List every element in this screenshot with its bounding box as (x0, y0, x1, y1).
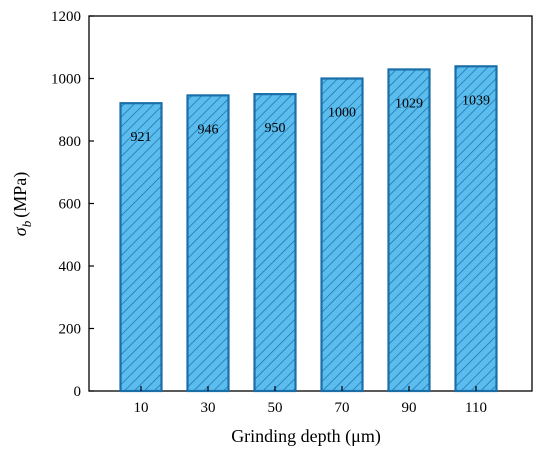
y-tick-label: 1000 (51, 72, 81, 88)
y-tick-label: 0 (74, 384, 82, 400)
y-tick-label: 800 (59, 134, 82, 150)
data-label: 946 (198, 122, 219, 137)
y-axis-symbol: σ (10, 226, 30, 236)
x-tick-label: 10 (134, 400, 149, 416)
x-tick-label: 90 (402, 400, 417, 416)
y-tick-label: 200 (59, 322, 82, 338)
y-axis-label: σb (MPa) (10, 172, 34, 236)
bar-90 (387, 68, 431, 393)
data-label: 1029 (395, 96, 423, 111)
x-tick-label: 30 (201, 400, 216, 416)
data-label: 950 (265, 121, 286, 136)
data-label: 1000 (328, 106, 356, 121)
bar-70 (320, 77, 364, 393)
y-tick-label: 1200 (51, 9, 81, 25)
x-tick-label: 50 (268, 400, 283, 416)
bar-110 (454, 65, 498, 393)
bar-10 (119, 102, 163, 393)
y-axis-subscript: b (19, 220, 34, 227)
x-tick-label: 110 (465, 400, 487, 416)
bar-50 (253, 93, 297, 393)
y-tick-label: 600 (59, 197, 82, 213)
data-label: 1039 (462, 93, 490, 108)
x-tick-label: 70 (335, 400, 350, 416)
y-tick-label: 400 (59, 259, 82, 275)
bar-30 (186, 94, 230, 393)
y-axis-unit: (MPa) (10, 172, 31, 218)
x-axis-label: Grinding depth (μm) (231, 426, 381, 447)
plot-area: 0 200 400 600 800 1000 1200 10 921 30 946 50 950 70 10… (51, 9, 533, 416)
data-label: 921 (131, 130, 152, 145)
